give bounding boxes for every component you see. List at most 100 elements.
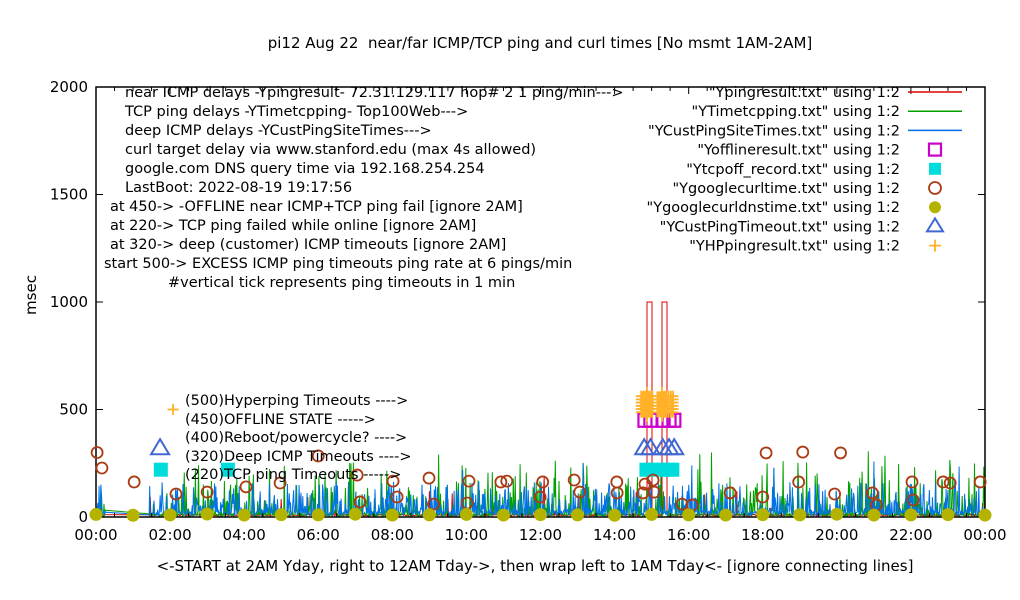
point-Ygooglecurltime-txt [273, 476, 287, 490]
point-Ygooglecurldnstime-txt [274, 508, 288, 522]
point-Ygooglecurltime-txt [462, 474, 476, 488]
x-tick-label: 10:00 [445, 526, 488, 544]
point-YCustPingTimeout-txt [633, 437, 655, 456]
point-Ygooglecurldnstime-txt [89, 507, 103, 521]
annotation-line: LastBoot: 2022-08-19 19:17:56 [125, 180, 352, 196]
point-Ygooglecurldnstime-txt [793, 508, 807, 522]
legend-entry-label: "Ygooglecurltime.txt" using 1:2 [673, 181, 901, 197]
point-Ygooglecurltime-txt [533, 490, 547, 504]
x-tick-label: 12:00 [519, 526, 562, 544]
legend-entry-label: "YHPpingresult.txt" using 1:2 [689, 239, 900, 255]
point-Ygooglecurldnstime-txt [459, 507, 473, 521]
point-Ygooglecurldnstime-txt [830, 507, 844, 521]
legend-entry-label: "Ypingresult.txt" using 1:2 [709, 85, 900, 101]
series-layer [95, 301, 986, 519]
point-YCustPingTimeout-txt [663, 437, 685, 456]
event-label: (320)Deep ICMP Timeouts ----> [185, 449, 412, 465]
x-tick-label: 02:00 [148, 526, 191, 544]
legend-entry-label: "YTimetcpping.txt" using 1:2 [692, 104, 900, 120]
point-Ytcpoff_record-txt [220, 462, 235, 477]
y-tick-label: 2000 [50, 78, 88, 96]
y-tick-label: 0 [78, 508, 88, 526]
point-Ygooglecurltime-txt [127, 475, 141, 489]
annotation-line: at 220-> TCP ping failed while online [i… [110, 218, 476, 234]
annotation-line: deep ICMP delays -YCustPingSiteTimes---> [125, 123, 432, 139]
point-Ygooglecurltime-txt [350, 468, 364, 482]
legend-marker-filled-circle [929, 201, 941, 214]
point-Ygooglecurltime-txt [353, 495, 367, 509]
point-Ygooglecurldnstime-txt [571, 508, 585, 522]
x-tick-label: 04:00 [223, 526, 266, 544]
point-Ygooglecurldnstime-txt [311, 508, 325, 522]
point-Ygooglecurltime-txt [311, 449, 325, 463]
point-Ygooglecurltime-txt [792, 475, 806, 489]
point-Ytcpoff_record-txt [665, 462, 680, 477]
x-tick-label: 20:00 [815, 526, 858, 544]
point-Ygooglecurldnstime-txt [645, 507, 659, 521]
chart-title: pi12 Aug 22 near/far ICMP/TCP ping and c… [268, 34, 813, 52]
legend-entry-label: "Ytcpoff_record.txt" using 1:2 [686, 162, 900, 178]
point-Ytcpoff_record-txt [644, 462, 659, 477]
markers-layer [89, 91, 992, 522]
point-Ygooglecurldnstime-txt [719, 508, 733, 522]
x-axis-label: <-START at 2AM Yday, right to 12AM Tday-… [157, 557, 914, 575]
point-Ygooglecurltime-txt [936, 475, 950, 489]
x-tick-label: 00:00 [74, 526, 117, 544]
point-Ygooglecurltime-txt [905, 475, 919, 489]
point-YCustPingTimeout-txt [149, 437, 171, 456]
x-tick-label: 06:00 [297, 526, 340, 544]
series-Ygooglecurltime-txt [90, 445, 987, 512]
event-label: (220)TCP ping Timeouts -----> [185, 467, 401, 483]
point-Ygooglecurldnstime-txt [682, 508, 696, 522]
text-layer: 00:00 02:00 04:00 06:00 08:00 10:00 12:00 14:00… [50, 78, 1007, 544]
annotation-line: at 450-> -OFFLINE near ICMP+TCP ping fai… [110, 199, 523, 215]
point-Ygooglecurldnstime-txt [126, 508, 140, 522]
point-Ygooglecurldnstime-txt [756, 508, 770, 522]
point-Ygooglecurltime-txt [567, 473, 581, 487]
annotation-line: curl target delay via www.stanford.edu (… [125, 142, 536, 158]
point-Ytcpoff_record-txt [153, 462, 168, 477]
point-Ygooglecurltime-txt [759, 446, 773, 460]
point-Ygooglecurldnstime-txt [978, 508, 992, 522]
legend-marker-open-square [927, 142, 943, 157]
point-Ygooglecurldnstime-txt [941, 508, 955, 522]
point-Ygooglecurltime-txt [610, 475, 624, 489]
point-Ygooglecurltime-txt [573, 485, 587, 499]
point-Ygooglecurltime-txt [200, 485, 214, 499]
point-Ygooglecurltime-txt [90, 446, 104, 459]
y-tick-label: 1000 [50, 293, 88, 311]
legend-marker-filled-square [929, 162, 941, 175]
annotation-line: at 320-> deep (customer) ICMP timeouts [… [110, 237, 506, 253]
event-label: (450)OFFLINE STATE -----> [185, 412, 376, 428]
legend-entry-label: "Ygooglecurldnstime.txt" using 1:2 [647, 200, 900, 216]
point-Ygooglecurldnstime-txt [534, 508, 547, 522]
point-Ygooglecurltime-txt [647, 485, 661, 499]
x-tick-label: 00:00 [963, 526, 1006, 544]
point-Ygooglecurldnstime-txt [200, 507, 214, 521]
point-Ygooglecurltime-txt [494, 475, 508, 489]
event-label: (400)Reboot/powercycle? ----> [185, 430, 407, 446]
point-Ygooglecurltime-txt [906, 493, 920, 507]
point-Ygooglecurldnstime-txt [496, 508, 510, 522]
point-Ygooglecurltime-txt [610, 486, 624, 500]
point-Ygooglecurltime-txt [973, 475, 987, 489]
annotation-line: TCP ping delays -YTimetcpping- Top100Web… [124, 104, 468, 120]
y-tick-label: 1500 [50, 186, 88, 204]
point-YCustPingTimeout-txt [639, 437, 662, 456]
point-Ygooglecurltime-txt [828, 487, 842, 501]
annotation-line: #vertical tick represents ping timeouts … [168, 275, 515, 291]
point-Ygooglecurltime-txt [796, 445, 810, 459]
point-Ygooglecurltime-txt [646, 473, 660, 487]
point-Ygooglecurltime-txt [865, 486, 879, 500]
y-axis-label: msec [22, 275, 40, 315]
point-Ygooglecurltime-txt [390, 490, 404, 504]
legend-entry-label: "Yofflineresult.txt" using 1:2 [697, 143, 900, 159]
point-Ygooglecurltime-txt [422, 471, 436, 485]
x-tick-label: 08:00 [371, 526, 414, 544]
point-Ygooglecurldnstime-txt [422, 508, 436, 522]
x-tick-label: 22:00 [889, 526, 932, 544]
point-Ygooglecurldnstime-txt [348, 507, 362, 521]
point-Ygooglecurldnstime-txt [163, 508, 177, 522]
point-Ygooglecurltime-txt [169, 487, 183, 501]
